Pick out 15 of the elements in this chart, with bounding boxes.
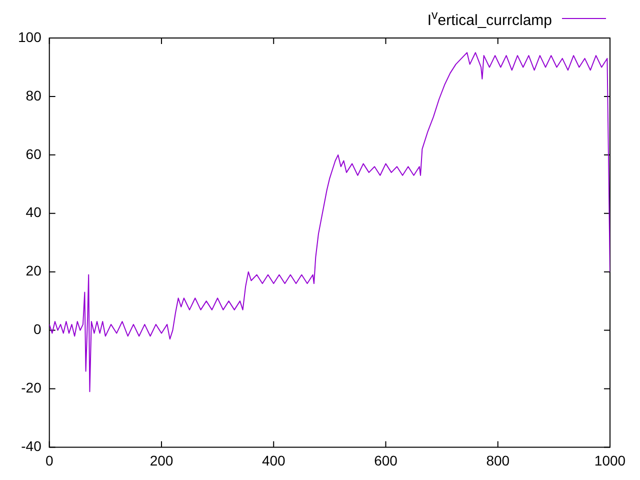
- x-tick-label: 400: [262, 452, 286, 468]
- x-tick-label: 200: [150, 452, 174, 468]
- y-tick-label: 0: [34, 321, 42, 338]
- y-tick-label: 60: [26, 146, 42, 162]
- x-tick-label: 600: [374, 452, 398, 468]
- y-tick-label: 40: [26, 204, 42, 220]
- y-tick-label: 20: [26, 262, 42, 279]
- y-tick-label: 80: [26, 87, 42, 104]
- y-tick-label: 100: [18, 28, 42, 45]
- legend-label: I$^{v}$ertical_currclamp: [427, 8, 552, 29]
- x-tick-label: 1000: [594, 452, 626, 468]
- x-tick-label: 0: [45, 452, 54, 468]
- y-tick-label: -20: [21, 380, 42, 396]
- y-tick-label: -40: [21, 438, 42, 454]
- x-tick-label: 800: [486, 452, 510, 468]
